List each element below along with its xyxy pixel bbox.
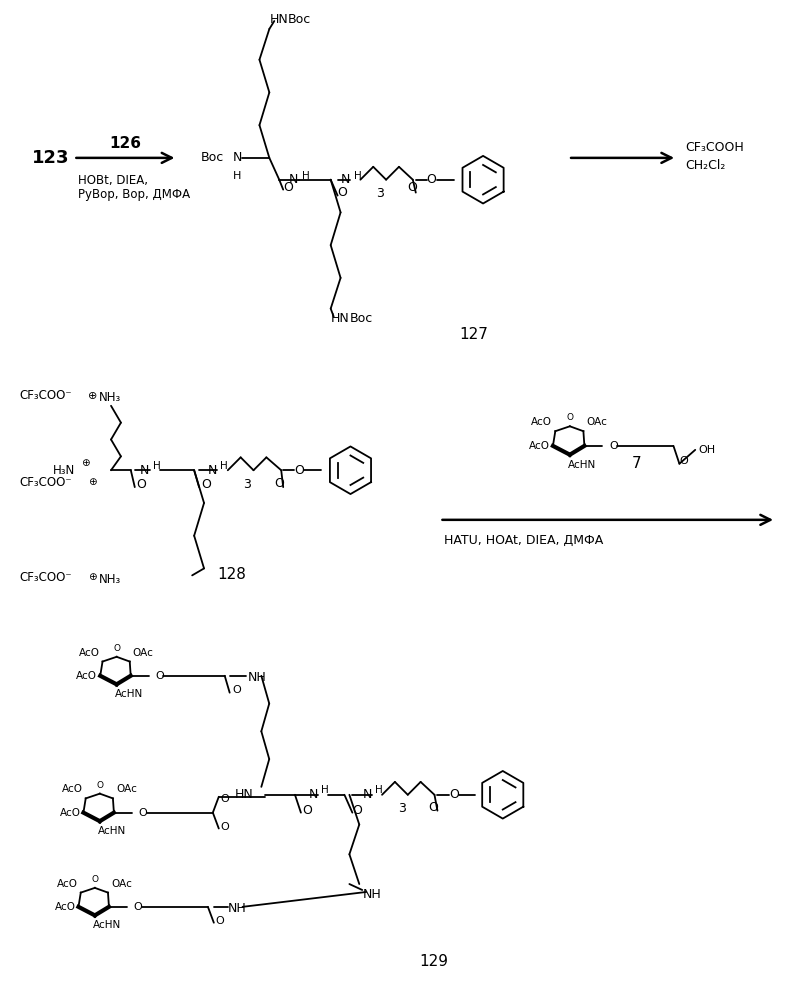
- Text: AcO: AcO: [532, 417, 552, 427]
- Text: AcO: AcO: [76, 671, 97, 681]
- Text: O: O: [156, 671, 165, 681]
- Text: 3: 3: [377, 187, 384, 200]
- Text: CF₃COO⁻: CF₃COO⁻: [19, 571, 72, 584]
- Text: O: O: [338, 186, 347, 199]
- Text: CF₃COOH: CF₃COOH: [685, 141, 744, 154]
- Text: O: O: [407, 181, 417, 194]
- Text: O: O: [201, 478, 211, 491]
- Text: O: O: [274, 477, 284, 490]
- Text: H₃N: H₃N: [53, 464, 75, 477]
- Text: H: H: [375, 785, 383, 795]
- Text: AcHN: AcHN: [98, 826, 126, 836]
- Text: NH: NH: [228, 902, 247, 915]
- Text: H: H: [321, 785, 328, 795]
- Text: OAc: OAc: [133, 648, 153, 658]
- Text: O: O: [134, 902, 142, 912]
- Text: HN: HN: [270, 13, 288, 26]
- Text: N: N: [363, 788, 372, 801]
- Text: O: O: [426, 173, 437, 186]
- Text: OAc: OAc: [111, 879, 132, 889]
- Text: H: H: [153, 461, 161, 471]
- Text: 129: 129: [420, 954, 448, 969]
- Text: AcHN: AcHN: [93, 920, 121, 930]
- Text: ⊕: ⊕: [89, 477, 97, 487]
- Text: N: N: [233, 151, 242, 164]
- Text: H: H: [302, 171, 310, 181]
- Text: O: O: [138, 808, 147, 818]
- Text: NH₃: NH₃: [99, 391, 121, 404]
- Text: O: O: [91, 875, 98, 884]
- Text: H: H: [233, 171, 241, 181]
- Text: Boc: Boc: [350, 312, 373, 325]
- Text: ⊕: ⊕: [89, 572, 97, 582]
- Text: HN: HN: [235, 788, 253, 801]
- Text: OAc: OAc: [586, 417, 607, 427]
- Text: 3: 3: [398, 802, 406, 815]
- Text: O: O: [566, 413, 573, 422]
- Text: N: N: [140, 464, 149, 477]
- Text: ⊕: ⊕: [81, 458, 90, 468]
- Text: HOBt, DIEA,: HOBt, DIEA,: [78, 174, 149, 187]
- Text: CF₃COO⁻: CF₃COO⁻: [19, 389, 72, 402]
- Text: N: N: [207, 464, 217, 477]
- Text: ⊕: ⊕: [89, 391, 97, 401]
- Text: OH: OH: [698, 445, 715, 455]
- Text: NH: NH: [248, 671, 267, 684]
- Text: AcO: AcO: [62, 784, 83, 794]
- Text: AcHN: AcHN: [568, 460, 596, 470]
- Text: AcO: AcO: [59, 808, 81, 818]
- Text: CF₃COO⁻: CF₃COO⁻: [19, 476, 72, 489]
- Text: 7: 7: [632, 456, 642, 471]
- Text: OAc: OAc: [115, 784, 137, 794]
- Text: AcO: AcO: [55, 902, 75, 912]
- Text: O: O: [352, 804, 362, 817]
- Text: O: O: [283, 181, 293, 194]
- Text: HN: HN: [331, 312, 350, 325]
- Text: O: O: [679, 456, 687, 466]
- Text: Boc: Boc: [288, 13, 312, 26]
- Text: 127: 127: [460, 327, 488, 342]
- Text: O: O: [233, 685, 241, 695]
- Text: O: O: [449, 788, 460, 801]
- Text: AcHN: AcHN: [115, 689, 143, 699]
- Text: РуВор, Вор, ДМФА: РуВор, Вор, ДМФА: [78, 188, 191, 201]
- Text: O: O: [294, 464, 304, 477]
- Text: HATU, HOAt, DIEA, ДМФА: HATU, HOAt, DIEA, ДМФА: [445, 534, 604, 547]
- Text: NH: NH: [362, 888, 381, 901]
- Text: N: N: [341, 173, 350, 186]
- Text: AcO: AcO: [57, 879, 78, 889]
- Text: H: H: [220, 461, 228, 471]
- Text: H: H: [354, 171, 361, 181]
- Text: 3: 3: [243, 478, 251, 491]
- Text: 128: 128: [217, 567, 246, 582]
- Text: O: O: [221, 794, 229, 804]
- Text: O: O: [97, 781, 104, 790]
- Text: N: N: [289, 173, 298, 186]
- Text: O: O: [609, 441, 618, 451]
- Text: O: O: [429, 801, 438, 814]
- Text: O: O: [221, 822, 229, 832]
- Text: AcO: AcO: [529, 441, 550, 451]
- Text: O: O: [113, 644, 120, 653]
- Text: Boc: Boc: [201, 151, 224, 164]
- Text: 123: 123: [32, 149, 70, 167]
- Text: O: O: [215, 916, 224, 926]
- Text: O: O: [302, 804, 312, 817]
- Text: NH₃: NH₃: [99, 573, 121, 586]
- Text: AcO: AcO: [78, 648, 100, 658]
- Text: CH₂Cl₂: CH₂Cl₂: [685, 159, 725, 172]
- Text: 126: 126: [109, 136, 141, 151]
- Text: N: N: [308, 788, 318, 801]
- Text: O: O: [136, 478, 146, 491]
